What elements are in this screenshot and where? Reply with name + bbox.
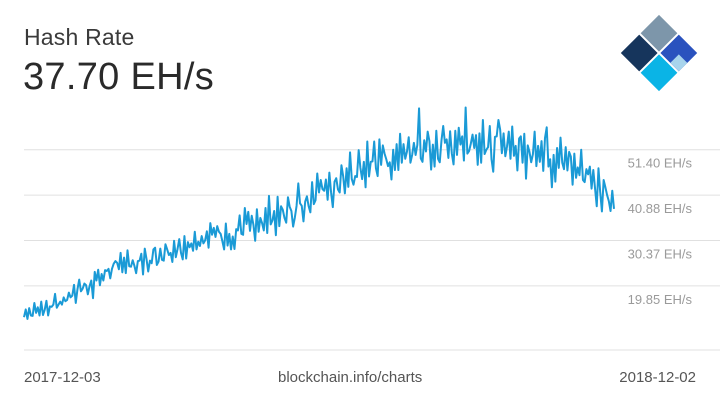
chart-title: Hash Rate [24, 24, 135, 50]
y-tick-label: 40.88 EH/s [628, 201, 693, 216]
logo-quadrant-bottom [640, 54, 678, 92]
x-axis-start-label: 2017-12-03 [24, 369, 101, 386]
current-value: 37.70 EH/s [23, 56, 214, 98]
series-layer [23, 106, 615, 320]
hash-rate-chart: 19.85 EH/s 30.37 EH/s 40.88 EH/s 51.40 EH/s [23, 106, 720, 351]
x-axis-end-label: 2018-12-02 [619, 369, 696, 386]
logo-quadrant-top [640, 14, 678, 52]
y-tick-label: 51.40 EH/s [628, 156, 693, 171]
hash-rate-series-line [23, 106, 615, 320]
grid-layer [24, 149, 720, 351]
tick-label-layer: 19.85 EH/s 30.37 EH/s 40.88 EH/s 51.40 EH/s [628, 156, 693, 307]
y-tick-label: 30.37 EH/s [628, 247, 693, 262]
blockchain-logo-icon [620, 14, 698, 92]
source-link[interactable]: blockchain.info/charts [278, 369, 423, 386]
y-tick-label: 19.85 EH/s [628, 292, 693, 307]
